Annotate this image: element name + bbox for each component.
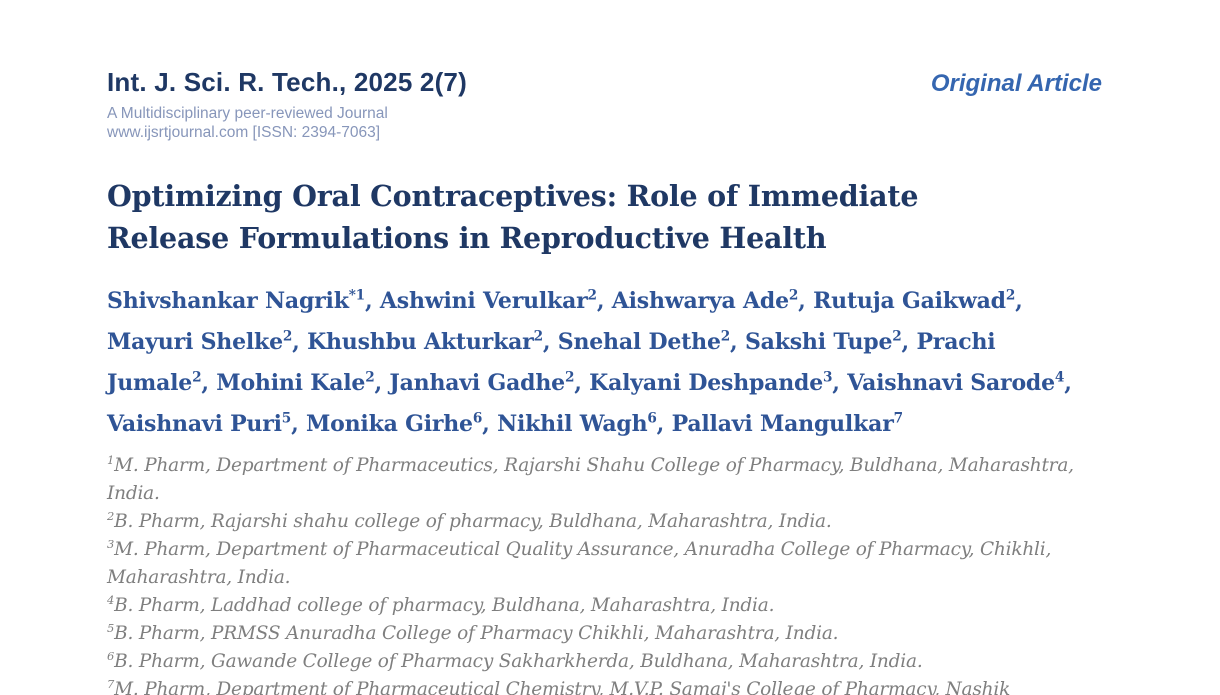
author-marker: 2 <box>1005 287 1016 304</box>
author-marker: 2 <box>192 369 202 386</box>
author-marker: 2 <box>282 328 293 345</box>
author-marker: 2 <box>533 328 543 345</box>
affiliation-marker: 3 <box>107 536 115 551</box>
author-name: Sakshi Tupe2 <box>744 328 902 355</box>
author-name: Shivshankar Nagrik*1 <box>107 287 365 314</box>
affiliation: 3M. Pharm, Department of Pharmaceutical … <box>107 536 1052 588</box>
author-name: Khushbu Akturkar2 <box>307 328 543 355</box>
author-name: Mohini Kale2 <box>216 369 375 396</box>
affiliation: 7M. Pharm, Department of Pharmaceutical … <box>107 676 1011 695</box>
affiliation: 1M. Pharm, Department of Pharmaceutics, … <box>107 452 1074 504</box>
affiliation: 2B. Pharm, Rajarshi shahu college of pha… <box>107 508 832 532</box>
journal-tagline: A Multidisciplinary peer-reviewed Journa… <box>107 104 388 122</box>
journal-name: Int. J. Sci. R. Tech., 2025 2(7) <box>107 67 467 97</box>
affiliation: 4B. Pharm, Laddhad college of pharmacy, … <box>107 592 775 616</box>
article-title: Optimizing Oral Contraceptives: Role of … <box>107 178 919 255</box>
journal-header: Int. J. Sci. R. Tech., 2025 2(7) A Multi… <box>107 67 1102 143</box>
journal-identity: Int. J. Sci. R. Tech., 2025 2(7) A Multi… <box>107 67 467 143</box>
author-list: Shivshankar Nagrik*1, Ashwini Verulkar2,… <box>107 287 1072 437</box>
affiliation-list: 1M. Pharm, Department of Pharmaceutics, … <box>107 452 1102 695</box>
author-marker: 2 <box>892 328 902 345</box>
author-name: Ashwini Verulkar2 <box>379 287 597 314</box>
author-marker: 2 <box>365 369 375 386</box>
author-name: Kalyani Deshpande3 <box>589 369 833 396</box>
author-name: Prachi Jumale2 <box>107 328 996 396</box>
author-name: Pallavi Mangulkar7 <box>671 410 904 437</box>
author-name: Nikhil Wagh6 <box>497 410 657 437</box>
author-marker: 4 <box>1054 369 1065 386</box>
author-name: Monika Girhe6 <box>305 410 483 437</box>
author-name: Snehal Dethe2 <box>557 328 731 355</box>
author-marker: 2 <box>587 287 597 304</box>
author-marker: *1 <box>348 287 365 304</box>
author-marker: 7 <box>893 410 903 427</box>
author-marker: 3 <box>823 369 833 386</box>
author-name: Mayuri Shelke2 <box>107 328 293 355</box>
article-type-label: Original Article <box>930 70 1102 97</box>
author-marker: 2 <box>788 287 799 304</box>
affiliation-marker: 7 <box>107 676 115 691</box>
affiliation-marker: 6 <box>107 648 115 663</box>
author-marker: 2 <box>564 369 575 386</box>
author-marker: 2 <box>720 328 731 345</box>
journal-website-issn[interactable]: www.ijsrtjournal.com [ISSN: 2394-7063] <box>107 123 381 141</box>
author-name: Vaishnavi Puri5 <box>107 410 292 437</box>
affiliation: 6B. Pharm, Gawande College of Pharmacy S… <box>107 648 923 672</box>
author-name: Aishwarya Ade2 <box>611 287 799 314</box>
affiliation-marker: 5 <box>107 620 115 635</box>
author-marker: 5 <box>281 410 292 427</box>
author-name: Vaishnavi Sarode4 <box>847 369 1065 396</box>
affiliation: 5B. Pharm, PRMSS Anuradha College of Pha… <box>107 620 839 644</box>
affiliation-marker: 1 <box>107 452 115 467</box>
author-name: Janhavi Gadhe2 <box>389 369 575 396</box>
author-marker: 6 <box>647 410 657 427</box>
author-marker: 6 <box>472 410 483 427</box>
author-name: Rutuja Gaikwad2 <box>813 287 1016 314</box>
affiliation-marker: 4 <box>107 592 115 607</box>
affiliation-marker: 2 <box>107 508 115 523</box>
